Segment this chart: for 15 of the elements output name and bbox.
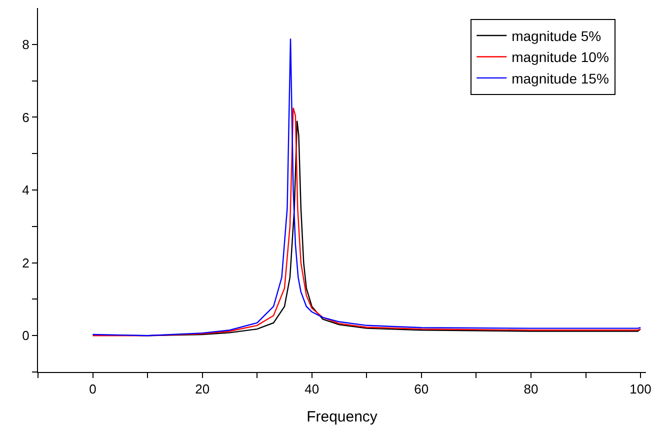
x-tick-label: 0: [89, 382, 96, 397]
legend-label: magnitude 10%: [512, 49, 609, 66]
y-tick-label: 4: [22, 182, 30, 198]
y-tick-label: 6: [22, 110, 30, 125]
x-tick-label: 40: [304, 382, 320, 397]
y-tick-label: 8: [22, 36, 30, 52]
x-tick-label: 80: [524, 382, 538, 397]
legend-label: magnitude 15%: [512, 70, 609, 86]
x-axis-title: Frequency: [306, 408, 378, 426]
x-tick-label: 100: [630, 382, 652, 397]
y-tick-label: 2: [22, 255, 30, 270]
x-tick-label: 60: [414, 382, 429, 397]
x-tick-label: 20: [195, 382, 210, 397]
legend-label: magnitude 5%: [512, 28, 602, 44]
y-tick-label: 0: [22, 328, 30, 344]
